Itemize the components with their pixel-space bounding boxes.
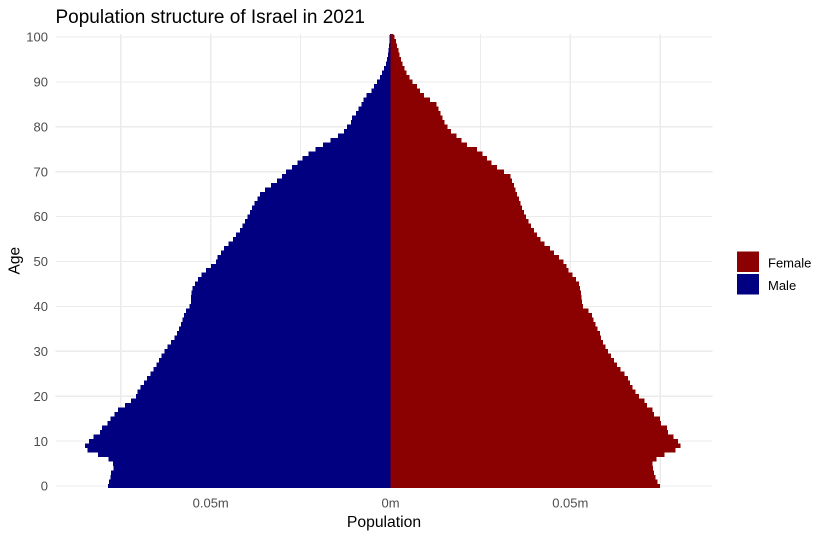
svg-text:20: 20 [34,389,48,404]
svg-text:50: 50 [34,254,48,269]
svg-text:Population structure of Israel: Population structure of Israel in 2021 [56,7,365,28]
svg-text:70: 70 [34,164,48,179]
svg-text:0.05m: 0.05m [552,495,588,510]
svg-text:Population: Population [347,514,421,531]
svg-text:0m: 0m [381,495,399,510]
svg-text:30: 30 [34,344,48,359]
svg-text:Age: Age [7,247,24,275]
svg-text:80: 80 [34,119,48,134]
svg-text:10: 10 [34,434,48,449]
svg-text:100: 100 [26,30,48,45]
svg-text:90: 90 [34,75,48,90]
svg-text:0: 0 [41,479,48,494]
svg-text:60: 60 [34,209,48,224]
svg-text:Female: Female [768,255,811,270]
svg-text:40: 40 [34,299,48,314]
svg-text:Male: Male [768,278,796,293]
svg-text:0.05m: 0.05m [193,495,229,510]
